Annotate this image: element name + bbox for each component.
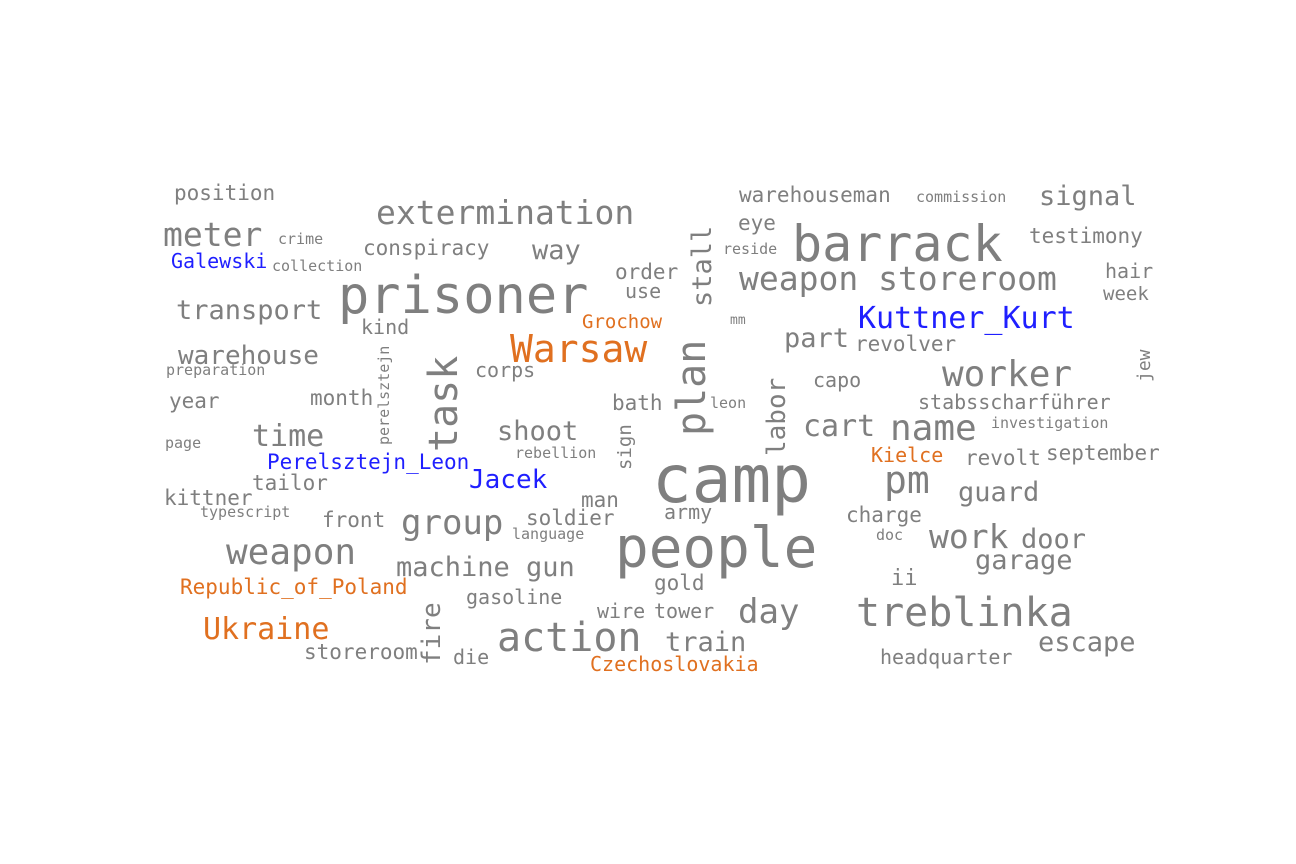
- word-train: train: [665, 627, 747, 658]
- word-position: position: [174, 181, 276, 205]
- word-door: door: [1021, 524, 1087, 555]
- word-doc: doc: [876, 526, 904, 544]
- word-conspiracy: conspiracy: [363, 236, 490, 260]
- word-cart: cart: [803, 409, 876, 444]
- word-worker: worker: [942, 354, 1073, 395]
- word-jacek: Jacek: [469, 465, 548, 495]
- word-kind: kind: [361, 315, 410, 339]
- word-way: way: [532, 235, 581, 266]
- word-stall: stall: [687, 225, 718, 307]
- word-die: die: [453, 645, 490, 669]
- word-signal: signal: [1039, 181, 1137, 212]
- word-language: language: [512, 525, 585, 543]
- word-perelsztejn-leon: Perelsztejn_Leon: [267, 450, 470, 474]
- word-shoot: shoot: [497, 416, 579, 447]
- word-use: use: [625, 279, 662, 303]
- word-typescript: typescript: [200, 503, 291, 521]
- word-charge: charge: [846, 503, 922, 527]
- word-warehouseman: warehouseman: [739, 183, 891, 207]
- word-preparation: preparation: [166, 361, 266, 379]
- word-page: page: [165, 434, 202, 452]
- word-bath: bath: [612, 391, 663, 415]
- word-labor: labor: [762, 377, 792, 456]
- word-man: man: [581, 488, 619, 512]
- word-crime: crime: [278, 230, 324, 248]
- word-republic-of-poland: Republic_of_Poland: [180, 575, 408, 599]
- word-storeroom: storeroom: [304, 640, 418, 664]
- word-tower: tower: [654, 599, 715, 623]
- word-september: september: [1046, 441, 1160, 465]
- word-machine-gun: machine gun: [396, 552, 575, 583]
- word-investigation: investigation: [991, 414, 1109, 432]
- word-prisoner: prisoner: [338, 266, 589, 326]
- word-hair: hair: [1105, 259, 1154, 283]
- word-task: task: [421, 355, 467, 452]
- word-commission: commission: [916, 188, 1007, 206]
- word-garage: garage: [975, 545, 1073, 576]
- word-part: part: [784, 323, 850, 354]
- word-month: month: [310, 386, 374, 410]
- word-capo: capo: [813, 368, 862, 392]
- word-day: day: [738, 592, 800, 632]
- word-testimony: testimony: [1029, 224, 1143, 248]
- word-leon: leon: [710, 394, 747, 412]
- word-camp: camp: [652, 441, 811, 518]
- word-sign: sign: [614, 424, 636, 470]
- word-transport: transport: [176, 295, 323, 326]
- word-weapon: weapon: [226, 532, 357, 573]
- word-soldier: soldier: [526, 506, 615, 530]
- word-revolver: revolver: [855, 332, 957, 356]
- word-weapon-storeroom: weapon storeroom: [739, 259, 1057, 298]
- word-treblinka: treblinka: [856, 590, 1073, 636]
- word-mm: mm: [730, 313, 746, 328]
- word-collection: collection: [272, 257, 363, 275]
- word-wire: wire: [597, 599, 646, 623]
- word-meter: meter: [163, 215, 263, 254]
- word-extermination: extermination: [376, 193, 635, 232]
- word-kittner: kittner: [164, 486, 253, 510]
- word-ukraine: Ukraine: [203, 612, 330, 647]
- word-time: time: [252, 419, 325, 454]
- word-stabsscharfuhrer: stabsscharführer: [918, 390, 1111, 414]
- word-action: action: [497, 615, 642, 661]
- word-barrack: barrack: [792, 215, 1003, 273]
- word-eye: eye: [738, 211, 776, 235]
- word-year: year: [169, 389, 220, 413]
- word-tailor: tailor: [252, 471, 328, 495]
- word-fire: fire: [417, 602, 447, 665]
- word-grochow: Grochow: [582, 311, 663, 333]
- word-warsaw: Warsaw: [510, 327, 648, 371]
- word-gold: gold: [654, 571, 705, 595]
- word-gasoline: gasoline: [466, 585, 563, 609]
- word-work: work: [929, 517, 1009, 556]
- word-guard: guard: [958, 477, 1040, 508]
- word-kuttner-kurt: Kuttner_Kurt: [858, 301, 1075, 336]
- word-warehouse: warehouse: [178, 341, 319, 371]
- word-escape: escape: [1038, 627, 1136, 658]
- word-name: name: [890, 408, 977, 449]
- word-reside: reside: [723, 240, 778, 258]
- word-headquarter: headquarter: [880, 645, 1013, 669]
- word-kielce: Kielce: [871, 443, 944, 467]
- word-week: week: [1103, 283, 1149, 305]
- word-revolt: revolt: [965, 446, 1041, 470]
- word-perelsztejn: perelsztejn: [375, 345, 393, 445]
- word-galewski: Galewski: [171, 249, 268, 273]
- word-army: army: [664, 500, 713, 524]
- word-jew: jew: [1134, 349, 1155, 382]
- word-czechoslovakia: Czechoslovakia: [590, 652, 759, 676]
- word-rebellion: rebellion: [515, 444, 597, 462]
- word-pm: pm: [884, 458, 930, 502]
- word-plan: plan: [669, 339, 715, 436]
- word-group: group: [401, 503, 504, 543]
- word-order: order: [615, 260, 679, 284]
- word-people: people: [615, 516, 818, 581]
- word-corps: corps: [475, 358, 536, 382]
- word-front: front: [322, 508, 386, 532]
- word-ii: ii: [891, 566, 918, 591]
